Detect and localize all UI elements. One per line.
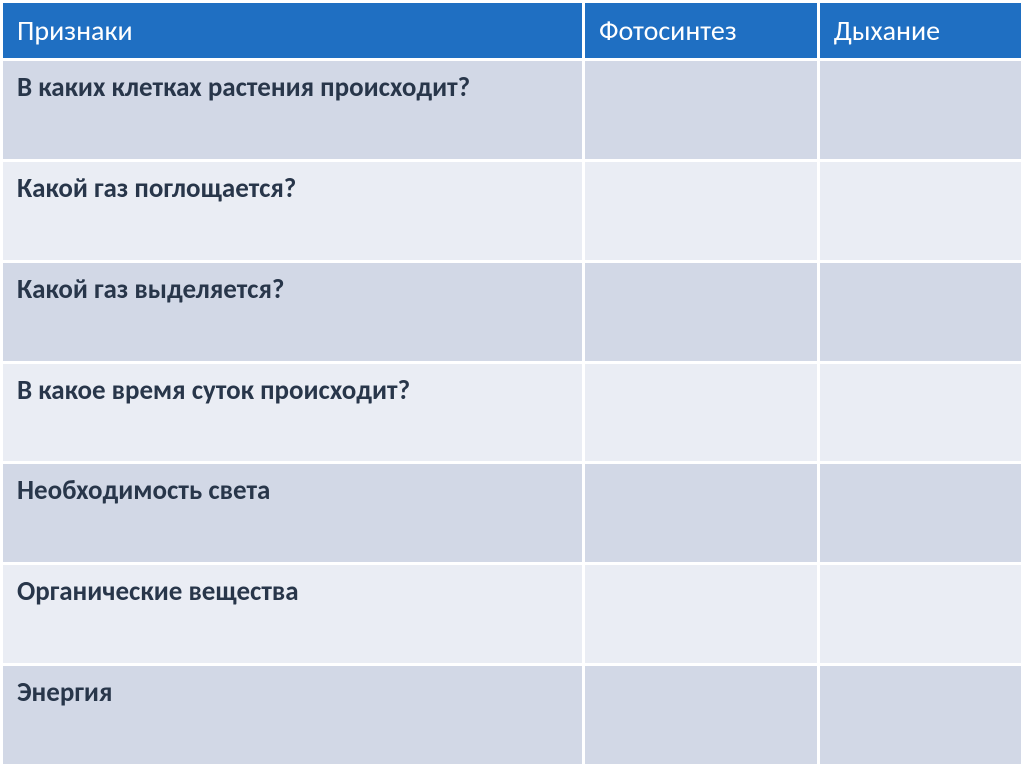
- cell-photosynthesis: [583, 665, 818, 766]
- row-label: В каких клетках растения происходит?: [2, 60, 584, 161]
- table-row: В какое время суток происходит?: [2, 362, 1023, 463]
- row-label: В какое время суток происходит?: [2, 362, 584, 463]
- cell-photosynthesis: [583, 160, 818, 261]
- cell-photosynthesis: [583, 261, 818, 362]
- table-row: Какой газ поглощается?: [2, 160, 1023, 261]
- cell-photosynthesis: [583, 564, 818, 665]
- table-header-row: Признаки Фотосинтез Дыхание: [2, 2, 1023, 60]
- table-row: Необходимость света: [2, 463, 1023, 564]
- table-row: Органические вещества: [2, 564, 1023, 665]
- table-row: Какой газ выделяется?: [2, 261, 1023, 362]
- table-row: Энергия: [2, 665, 1023, 766]
- cell-photosynthesis: [583, 463, 818, 564]
- row-label: Какой газ выделяется?: [2, 261, 584, 362]
- row-label: Органические вещества: [2, 564, 584, 665]
- col-header-photosynthesis: Фотосинтез: [583, 2, 818, 60]
- row-label: Необходимость света: [2, 463, 584, 564]
- cell-respiration: [818, 261, 1022, 362]
- cell-respiration: [818, 160, 1022, 261]
- col-header-respiration: Дыхание: [818, 2, 1022, 60]
- cell-respiration: [818, 665, 1022, 766]
- table-row: В каких клетках растения происходит?: [2, 60, 1023, 161]
- cell-respiration: [818, 564, 1022, 665]
- cell-respiration: [818, 362, 1022, 463]
- cell-respiration: [818, 463, 1022, 564]
- comparison-table: Признаки Фотосинтез Дыхание В каких клет…: [0, 0, 1024, 767]
- row-label: Энергия: [2, 665, 584, 766]
- row-label: Какой газ поглощается?: [2, 160, 584, 261]
- cell-photosynthesis: [583, 362, 818, 463]
- cell-respiration: [818, 60, 1022, 161]
- cell-photosynthesis: [583, 60, 818, 161]
- col-header-attributes: Признаки: [2, 2, 584, 60]
